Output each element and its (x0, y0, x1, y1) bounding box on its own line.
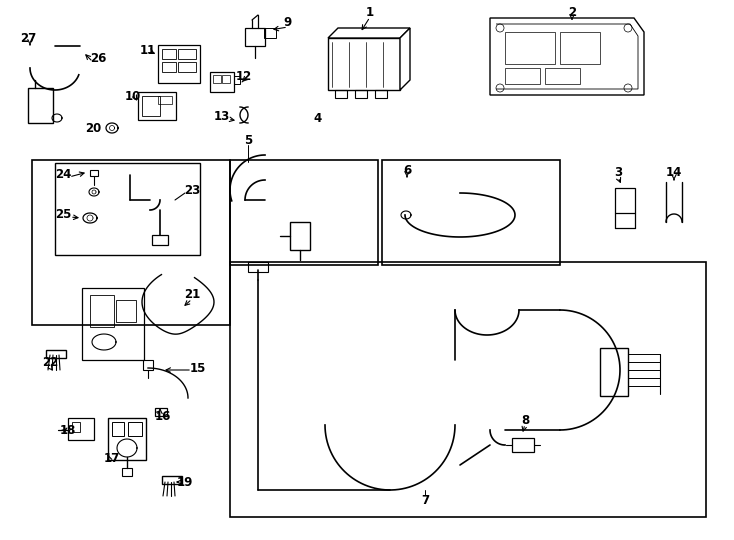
Bar (328, 38, 400, 90)
Text: 15: 15 (190, 361, 206, 375)
Bar (162, 49, 176, 59)
Text: 7: 7 (421, 494, 429, 507)
Bar (143, 360, 153, 370)
Bar (142, 96, 160, 116)
Bar (210, 72, 234, 92)
Text: 20: 20 (85, 122, 101, 134)
Bar (158, 45, 200, 83)
Bar (155, 408, 167, 416)
Bar (222, 75, 230, 83)
Text: 18: 18 (59, 423, 76, 436)
Text: 17: 17 (104, 453, 120, 465)
Bar (178, 49, 196, 59)
Bar (28, 88, 53, 123)
Text: 23: 23 (184, 184, 200, 197)
Text: 16: 16 (155, 410, 171, 423)
Bar (355, 90, 367, 98)
Text: 27: 27 (20, 31, 36, 44)
Bar (230, 160, 378, 265)
Bar (152, 235, 168, 245)
Bar (122, 468, 132, 476)
Bar (512, 438, 534, 452)
Text: 13: 13 (214, 111, 230, 124)
Text: 19: 19 (177, 476, 193, 489)
Polygon shape (328, 28, 410, 38)
Text: 11: 11 (140, 44, 156, 57)
Text: 24: 24 (55, 168, 71, 181)
Text: 8: 8 (521, 414, 529, 427)
Text: 22: 22 (42, 356, 58, 369)
Bar (264, 28, 276, 38)
Bar (230, 262, 706, 517)
Bar (600, 348, 628, 396)
Text: 10: 10 (125, 91, 141, 104)
Text: 6: 6 (403, 164, 411, 177)
Bar (55, 163, 200, 255)
Bar (90, 170, 98, 176)
Bar (178, 62, 196, 72)
Bar (335, 90, 347, 98)
Bar (90, 295, 114, 327)
Bar (82, 288, 144, 360)
Bar (68, 418, 94, 440)
Text: 25: 25 (55, 208, 71, 221)
Bar (108, 418, 146, 460)
Bar (116, 300, 136, 322)
Bar (560, 32, 600, 64)
Polygon shape (400, 28, 410, 90)
Bar (505, 32, 555, 64)
Bar (234, 76, 240, 84)
Bar (72, 422, 80, 432)
Text: 4: 4 (314, 111, 322, 125)
Bar (615, 188, 635, 213)
Bar (505, 68, 540, 84)
Bar (32, 160, 230, 325)
Bar (245, 28, 265, 46)
Bar (162, 62, 176, 72)
Text: 12: 12 (236, 70, 252, 83)
Bar (158, 96, 172, 104)
Bar (128, 422, 142, 436)
Bar (162, 476, 182, 484)
Bar (46, 350, 66, 358)
Bar (213, 75, 221, 83)
Text: 2: 2 (568, 5, 576, 18)
Bar (138, 92, 176, 120)
Bar (290, 222, 310, 250)
Text: 26: 26 (90, 51, 106, 64)
Bar (248, 262, 268, 272)
Text: 14: 14 (666, 166, 682, 179)
Text: 21: 21 (184, 288, 200, 301)
Bar (112, 422, 124, 436)
Bar (375, 90, 387, 98)
Text: 1: 1 (366, 6, 374, 19)
Bar (545, 68, 580, 84)
Text: 9: 9 (284, 17, 292, 30)
Text: 3: 3 (614, 166, 622, 179)
Text: 5: 5 (244, 133, 252, 146)
Bar (382, 160, 560, 265)
